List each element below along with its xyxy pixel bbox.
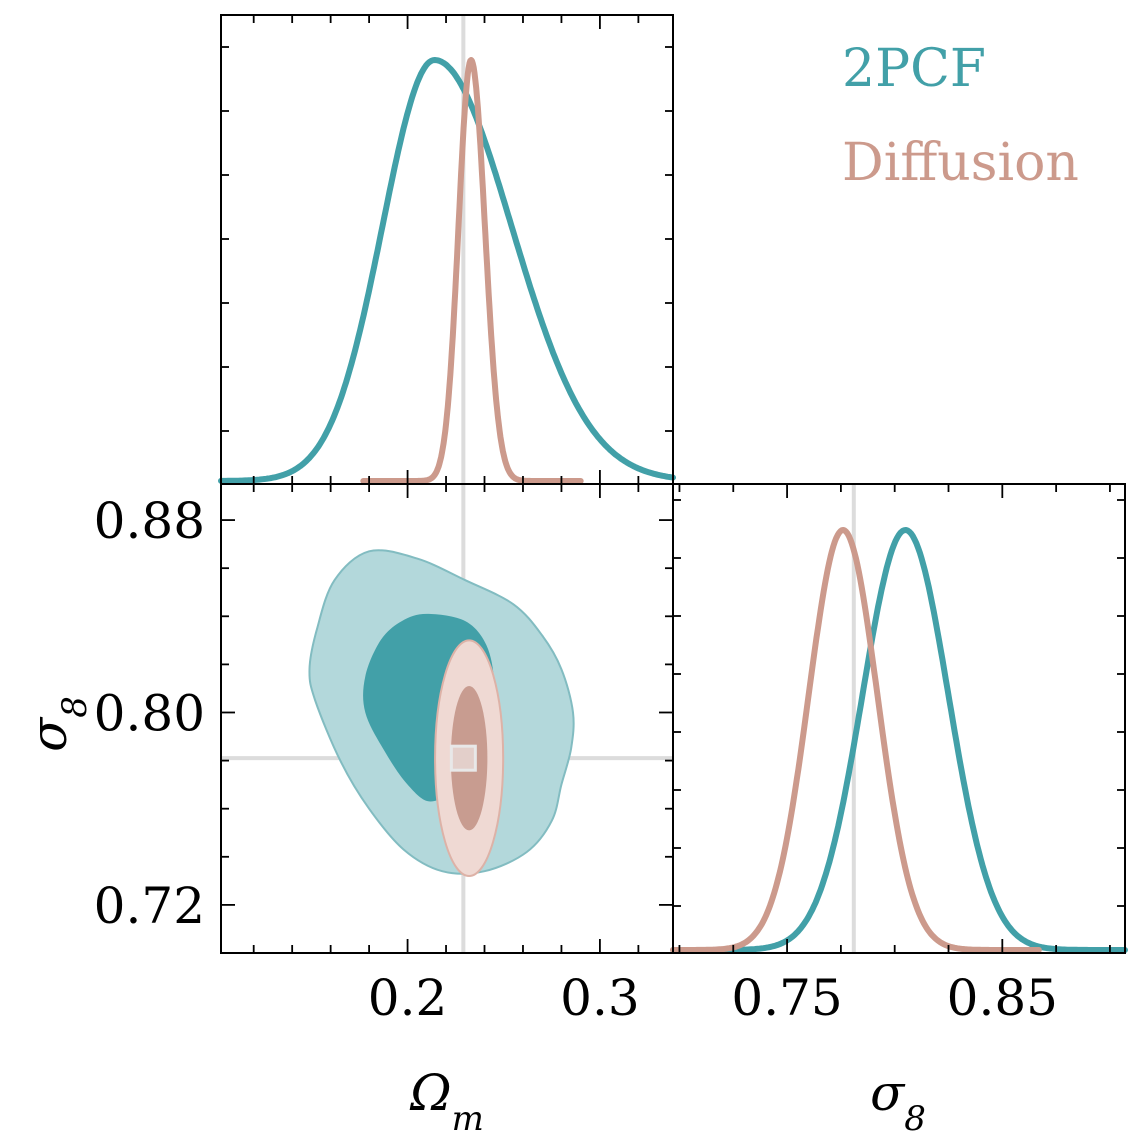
contour-layer [308,549,575,878]
tick-marks [221,15,1125,954]
x-axis-label-sigma8: σ8 [870,1064,926,1139]
marginal-curves [218,57,1128,953]
tick-label-sigma8-1: 0.80 [94,684,205,742]
tick-label-sigma8-diag-0: 0.75 [731,969,842,1027]
tick-label-sigma8-diag-1: 0.85 [947,969,1058,1027]
truth-marker [449,744,477,772]
y-axis-label-sigma8: σ8 [20,696,95,752]
marginal-diffusion-omega-m [360,57,584,484]
panel-frames [220,14,1126,954]
legend-entry-diffusion: Diffusion [842,133,1079,193]
legend: 2PCF Diffusion [842,39,1079,193]
tick-label-sigma8-0: 0.72 [94,877,205,935]
marginal-2pcf-omega-m [218,57,676,484]
legend-entry-2pcf: 2PCF [842,39,986,99]
frame-bottom-right [672,483,1126,954]
tick-label-omega-m-1: 0.3 [560,969,640,1027]
marginal-2pcf-sigma8 [670,527,1128,953]
x-axis-label-omega-m: Ωm [409,1064,484,1139]
tick-label-omega-m-0: 0.2 [368,969,448,1027]
tick-label-sigma8-2: 0.88 [94,492,205,550]
axis-text: Ωm σ8 σ8 0.2 0.3 0.75 0.85 0.72 0.80 0.88 [20,492,1058,1139]
